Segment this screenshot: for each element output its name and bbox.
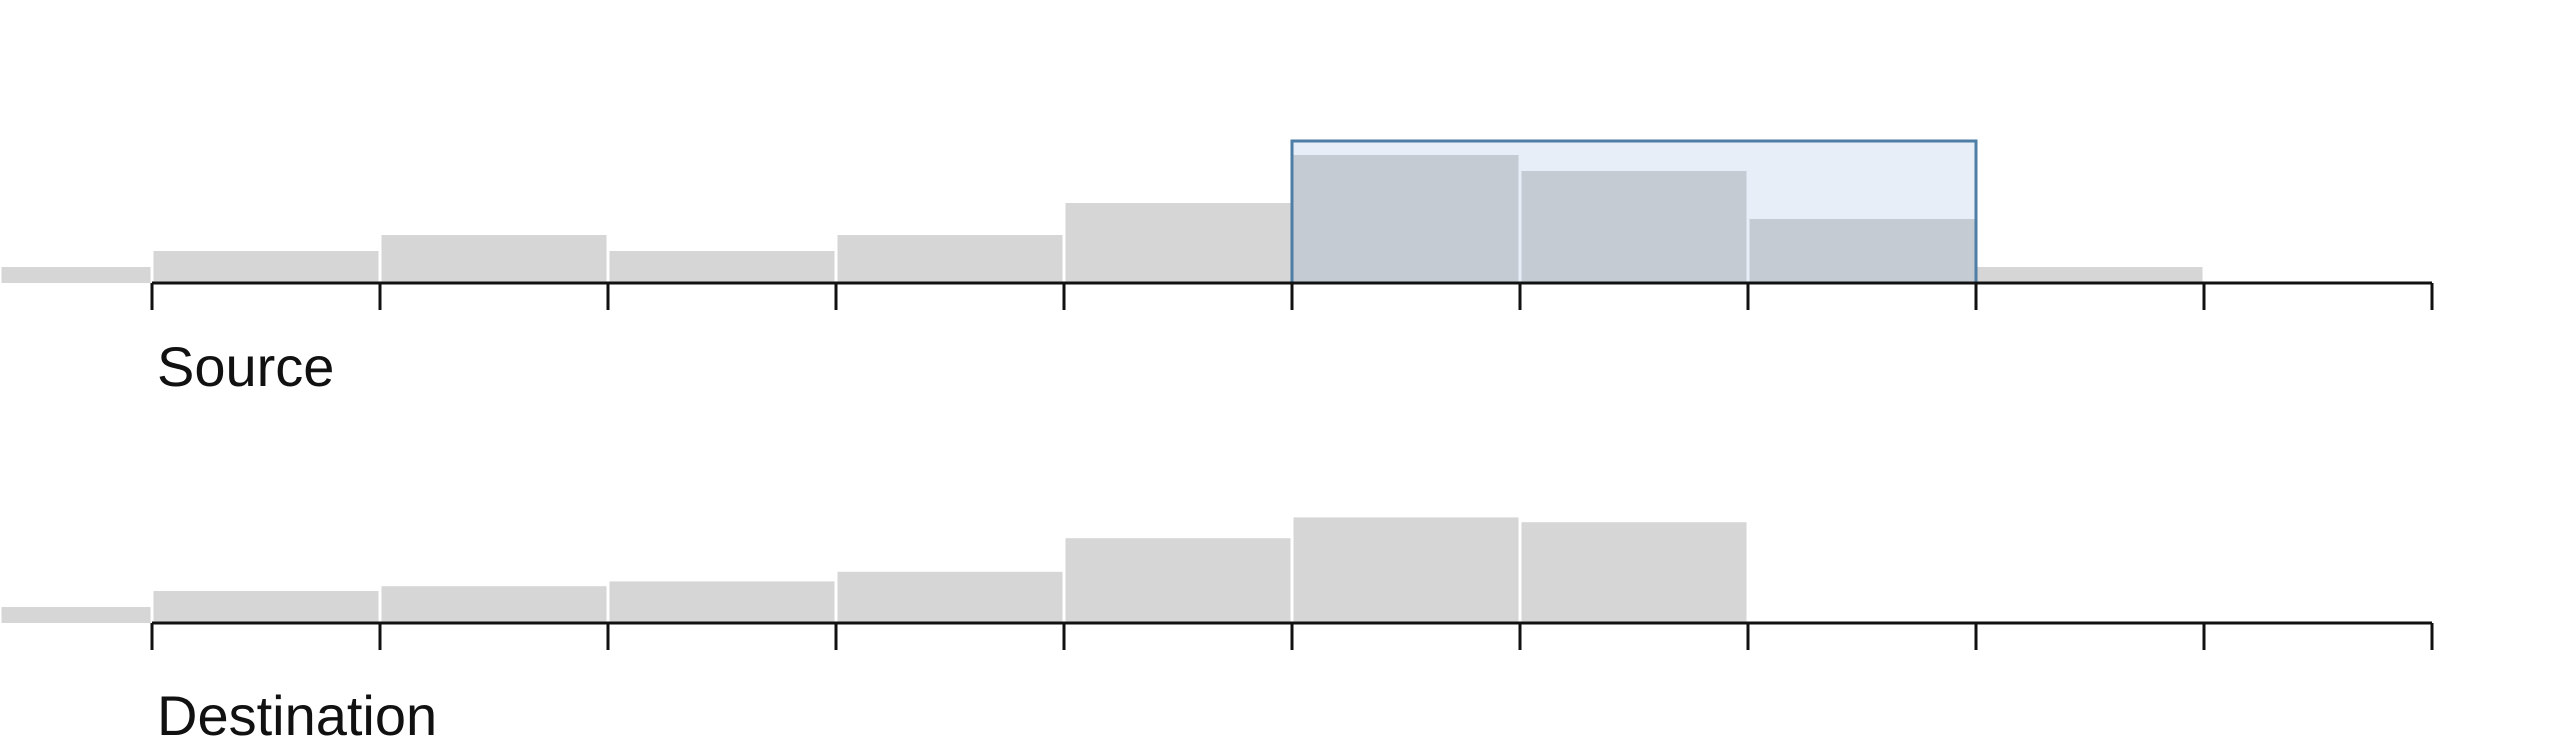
- histogram-bar: [609, 251, 835, 283]
- destination-label: Destination: [157, 684, 437, 742]
- histogram-bar: [1065, 538, 1291, 623]
- histogram-bar: [381, 235, 607, 283]
- histogram-bar: [1749, 219, 1975, 283]
- histogram-bar: [1293, 155, 1519, 283]
- histogram-bar: [1521, 171, 1747, 283]
- histogram-bar: [381, 586, 607, 623]
- source-label: Source: [157, 335, 334, 398]
- histogram-bar: [609, 581, 835, 623]
- histogram-bar: [1, 607, 151, 623]
- histogram-bar: [1065, 203, 1291, 283]
- histogram-bar: [153, 251, 379, 283]
- histogram-bar: [837, 571, 1063, 623]
- destination-histogram: Destination: [1, 517, 2434, 742]
- histogram-bar: [1293, 517, 1519, 623]
- histogram-bar: [837, 235, 1063, 283]
- histogram-bar: [1977, 267, 2203, 283]
- histogram-bar: [153, 591, 379, 623]
- source-histogram: Source: [1, 139, 2434, 398]
- histogram-bar: [1, 267, 151, 283]
- histogram-bar: [1521, 522, 1747, 623]
